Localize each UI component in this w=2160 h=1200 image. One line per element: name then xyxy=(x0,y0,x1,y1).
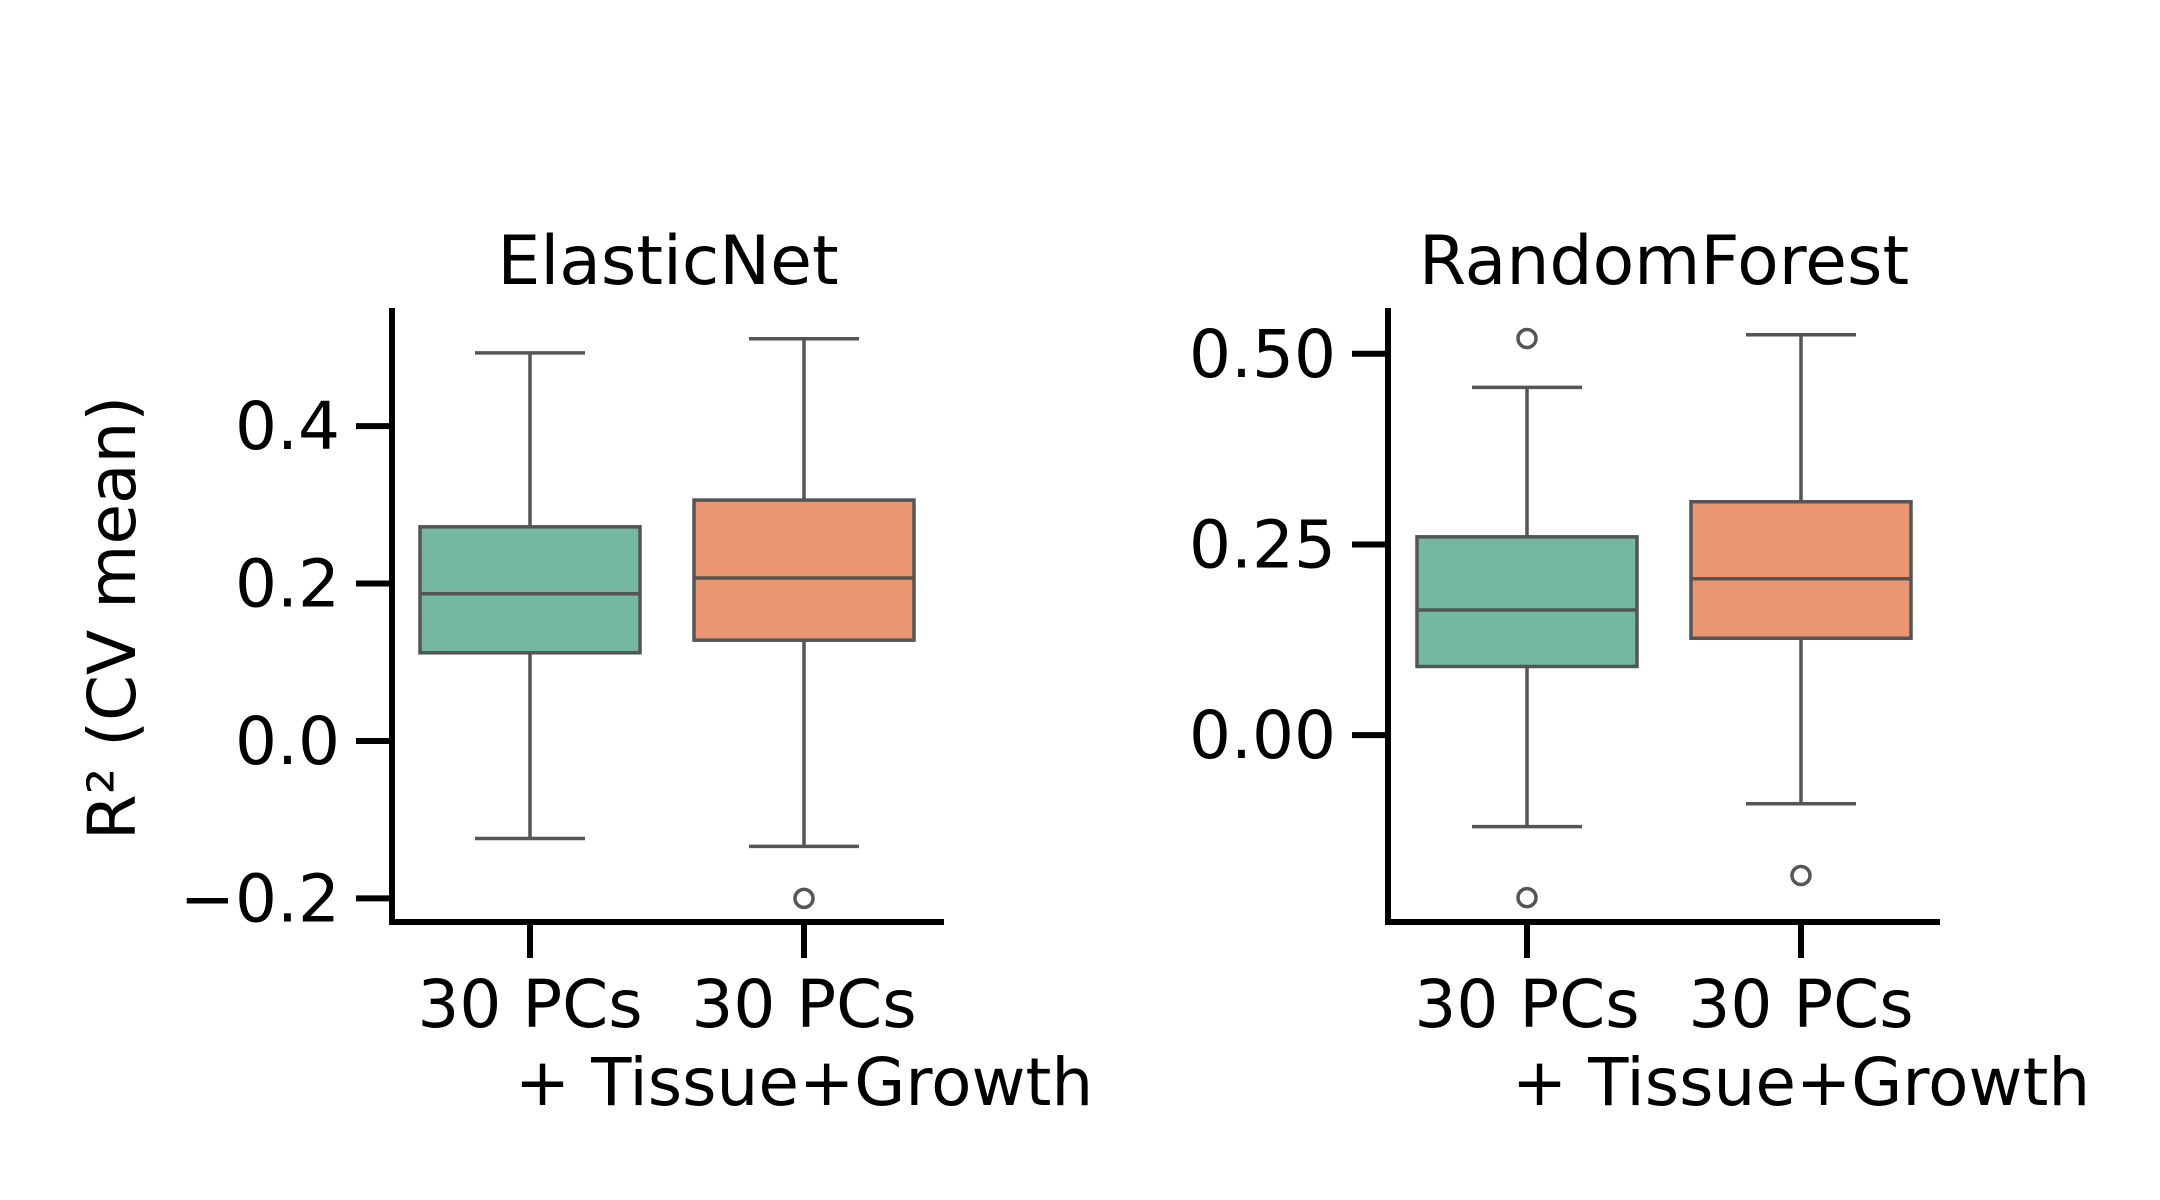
panels-layer: ElasticNet−0.20.00.20.430 PCs 30 PCs + Tis… xyxy=(180,222,2090,1121)
panel-1: RandomForest 0.00 0.25 0.50 30 PCs 30 PCs + Ti… xyxy=(1189,222,2090,1121)
box-group xyxy=(1415,327,1639,909)
box-iqr xyxy=(1689,499,1913,641)
y-tick-label: 0.2 xyxy=(235,546,340,623)
outlier-point xyxy=(793,887,815,910)
panel-title: RandomForest xyxy=(1419,222,1909,301)
y-tick-label: 0.0 xyxy=(235,703,340,780)
x-tick-label: 30 PCs xyxy=(417,966,642,1043)
panel-0: ElasticNet −0.2 0.0 0.2 0.4 30 PCs 30 PCs + Tis… xyxy=(180,222,1093,1121)
box-iqr xyxy=(692,498,916,642)
y-tick-label: 0.50 xyxy=(1189,316,1336,393)
box-iqr xyxy=(418,525,642,655)
outlier-point xyxy=(1516,327,1538,350)
outlier-point xyxy=(1516,886,1538,909)
outlier-point xyxy=(1790,864,1812,887)
panel-title: ElasticNet xyxy=(497,222,838,301)
x-tick-label: 30 PCs + Tissue+Growth xyxy=(1512,966,2090,1121)
y-tick-label: 0.4 xyxy=(235,388,340,465)
x-tick-label: 30 PCs xyxy=(1414,966,1639,1043)
y-axis-label: R² (CV mean) xyxy=(74,396,151,840)
box-group xyxy=(692,336,916,910)
y-tick-label: 0.25 xyxy=(1189,506,1336,583)
y-tick-label: −0.2 xyxy=(180,860,340,937)
x-tick-label: 30 PCs + Tissue+Growth xyxy=(515,966,1093,1121)
box-iqr xyxy=(1415,535,1639,669)
box-group xyxy=(1689,332,1913,887)
box-group xyxy=(418,351,642,841)
y-tick-label: 0.00 xyxy=(1189,697,1336,774)
